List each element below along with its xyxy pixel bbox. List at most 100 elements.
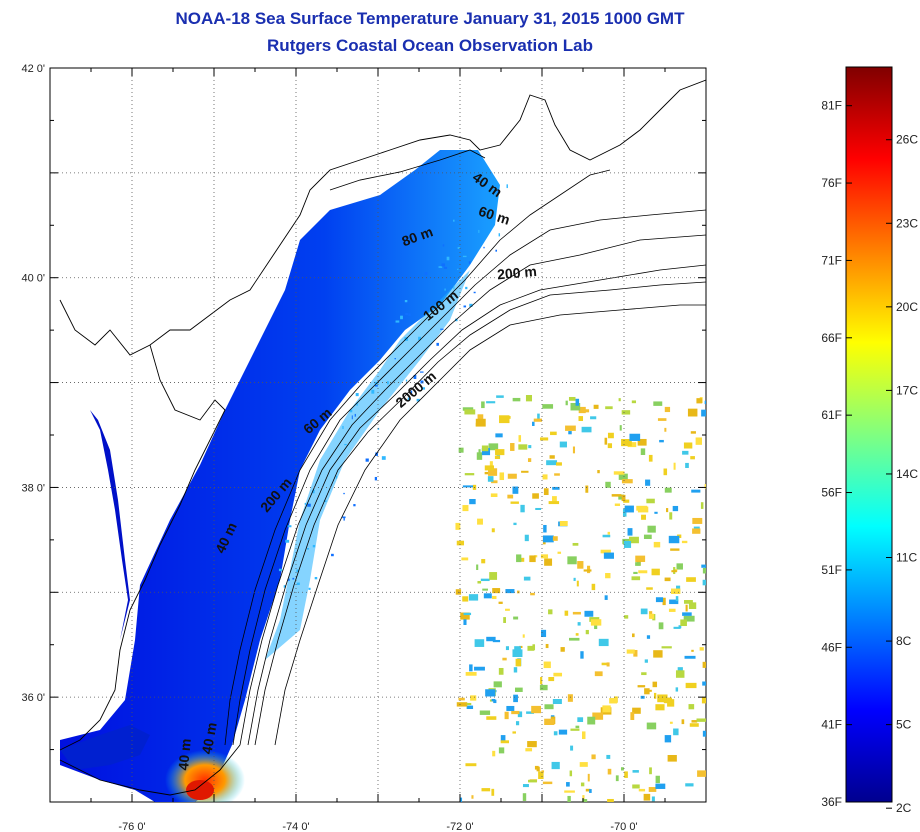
sst-pixel (513, 522, 517, 526)
sst-pixel (307, 503, 311, 507)
sst-pixel (462, 407, 474, 411)
sst-pixel (676, 563, 683, 570)
sst-pixel (559, 441, 567, 448)
sst-pixel (624, 615, 629, 619)
sst-pixel (463, 612, 472, 616)
sst-pixel (466, 705, 474, 710)
sst-pixel (296, 582, 300, 585)
sst-pixel (532, 493, 539, 499)
sst-pixel (573, 577, 576, 581)
sst-pixel (652, 681, 658, 688)
sst-pixel (541, 770, 545, 773)
sst-pixel (336, 475, 338, 479)
sst-pixel (648, 454, 653, 462)
sst-pixel (607, 798, 614, 802)
sst-pixel (664, 577, 671, 582)
sst-pixel (663, 697, 672, 704)
sst-pixel (584, 610, 594, 617)
sst-pixel (542, 535, 554, 543)
sst-pixel (484, 465, 495, 471)
sst-pixel (418, 336, 421, 341)
sst-pixel (567, 694, 573, 702)
sst-pixel (668, 535, 680, 544)
sst-pixel (602, 705, 611, 713)
sst-pixel (637, 685, 646, 688)
sst-pixel (560, 647, 565, 652)
sst-pixel (664, 406, 671, 413)
sst-pixel (512, 649, 523, 658)
sst-pixel (638, 788, 646, 792)
sst-pixel (701, 409, 706, 417)
sst-pixel (570, 745, 574, 751)
sst-pixel (590, 619, 602, 626)
sst-pixel (582, 799, 588, 802)
sst-pixel (553, 672, 563, 677)
sst-pixel (631, 576, 641, 581)
sst-pixel (611, 494, 622, 497)
sst-pixel (498, 667, 504, 675)
sst-pixel (503, 617, 507, 623)
y-tick-label: 36 0' (21, 692, 45, 704)
sst-pixel (678, 625, 682, 629)
sst-pixel (306, 548, 310, 550)
sst-pixel (649, 767, 652, 775)
sst-pixel (365, 458, 369, 462)
sst-pixel (444, 288, 446, 291)
sst-pixel (466, 702, 472, 706)
sst-pixel (505, 608, 510, 611)
sst-pixel (505, 646, 509, 651)
sst-pixel (655, 783, 666, 789)
sst-pixel (572, 542, 579, 546)
sst-pixel (515, 721, 520, 726)
sst-pixel (692, 528, 701, 534)
sst-pixel (535, 507, 542, 510)
isobath-200m (254, 281, 706, 746)
sst-pixel (453, 285, 455, 290)
sst-pixel (545, 643, 549, 649)
sst-pixel (675, 596, 679, 602)
sst-pixel (695, 437, 702, 445)
sst-pixel (520, 504, 525, 513)
map-title: NOAA-18 Sea Surface Temperature January … (175, 9, 685, 28)
sst-pixel (457, 268, 459, 270)
sst-pixel (655, 775, 660, 784)
colorbar-label-f: 56F (821, 486, 842, 500)
sst-pixel (646, 635, 651, 639)
sst-pixel (462, 485, 474, 488)
sst-pixel (461, 557, 469, 561)
sst-pixel (597, 470, 600, 474)
sst-pixel (697, 770, 706, 777)
sst-pixel (549, 455, 555, 459)
delmarva-coast (59, 344, 226, 751)
sst-pixel (354, 413, 356, 417)
sst-pixel (593, 404, 599, 409)
sst-pixel (544, 558, 553, 566)
sst-pixel (653, 692, 657, 699)
sst-pixel (542, 781, 553, 785)
sst-pixel (486, 716, 497, 720)
sst-pixel (405, 379, 408, 382)
isobath-label: 40 m (175, 738, 194, 771)
sst-pixel (543, 488, 549, 496)
sst-pixel (485, 689, 496, 697)
colorbar-label-c: 17C (896, 383, 918, 397)
graticule (50, 68, 706, 802)
sst-pixel (629, 433, 641, 441)
sst-pixel (490, 493, 498, 497)
sst-pixel (527, 458, 532, 462)
y-tick-label: 40 0' (21, 273, 45, 285)
x-tick-label: -72 0' (446, 821, 473, 832)
sst-pixel (438, 266, 443, 268)
sst-pixel (670, 548, 680, 551)
sst-pixel (614, 503, 621, 506)
sst-pixel (591, 583, 596, 591)
sst-pixel (672, 505, 679, 512)
sst-pixel (647, 689, 652, 692)
sst-pixel (620, 767, 624, 771)
sst-pixel (699, 647, 704, 651)
sst-pixel (630, 712, 635, 721)
sst-pixel (648, 613, 655, 619)
gulf-stream-warm-patch (165, 750, 245, 802)
sst-pixel (468, 261, 471, 264)
sst-pixel (578, 406, 586, 414)
